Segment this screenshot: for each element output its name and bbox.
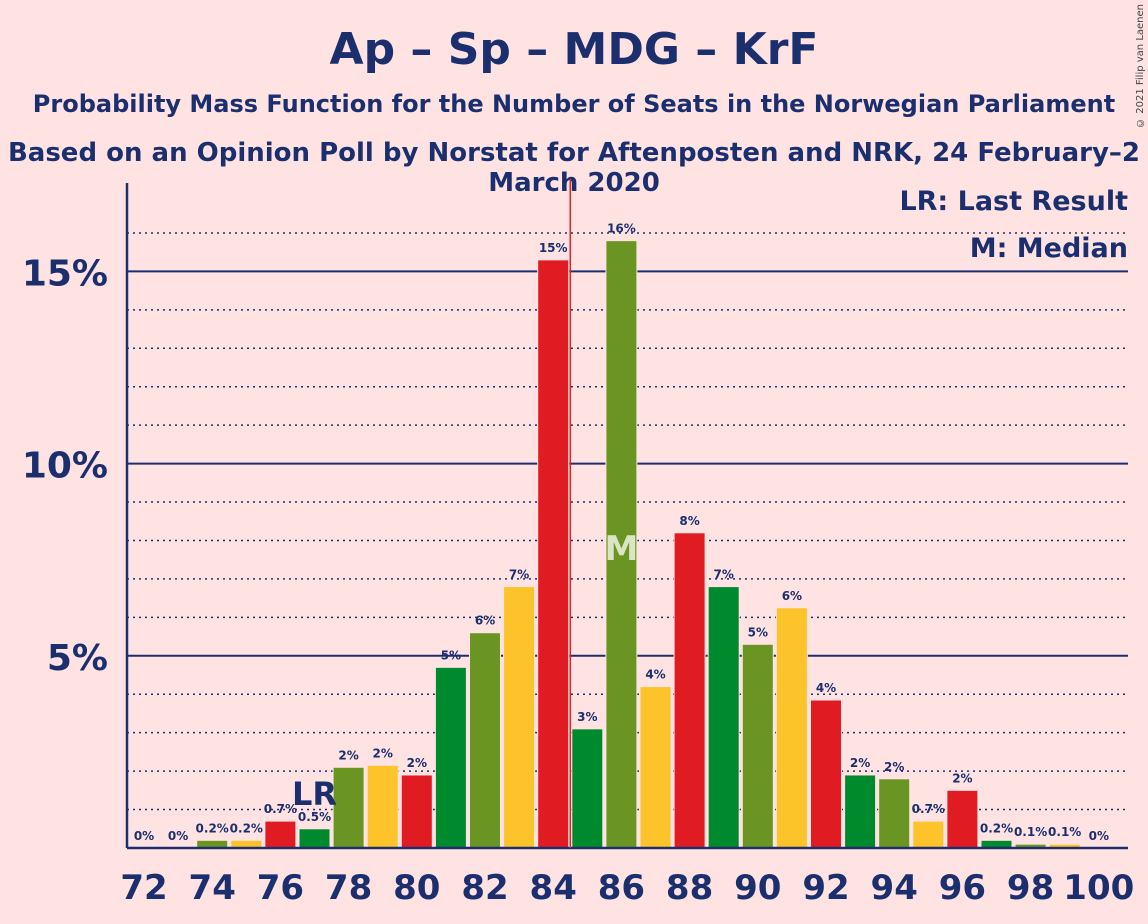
markers: LR M xyxy=(292,179,638,848)
bar-seat-79 xyxy=(366,764,399,849)
x-tick-label: 100 xyxy=(1063,868,1134,908)
bar-label-82: 6% xyxy=(475,614,495,628)
x-tick-label: 80 xyxy=(393,868,440,908)
bar-label-79: 2% xyxy=(373,746,393,760)
bar-label-75: 0.2% xyxy=(230,821,263,835)
y-tick-label: 10% xyxy=(22,446,108,487)
x-tick-label: 72 xyxy=(120,868,167,908)
legend-median: M: Median xyxy=(969,233,1128,264)
x-tick-label: 82 xyxy=(461,868,508,908)
bar-label-80: 2% xyxy=(407,756,427,770)
median-marker: M xyxy=(604,529,638,569)
bar-label-89: 7% xyxy=(714,568,734,582)
bar-label-86: 16% xyxy=(607,222,636,236)
bars xyxy=(196,240,1081,849)
bar-seat-87 xyxy=(639,686,672,849)
bar-label-88: 8% xyxy=(679,514,699,528)
y-tick-label: 5% xyxy=(47,638,108,679)
legend-last-result: LR: Last Result xyxy=(899,186,1128,217)
bar-label-72: 0% xyxy=(134,829,154,843)
bar-seat-82 xyxy=(469,632,501,849)
bar-label-90: 5% xyxy=(748,625,768,639)
x-tick-label: 96 xyxy=(939,868,986,908)
bar-seat-84 xyxy=(537,259,570,849)
bar-label-96: 2% xyxy=(952,771,972,785)
x-tick-label: 86 xyxy=(598,868,645,908)
bar-seat-96 xyxy=(946,789,979,849)
x-tick-label: 76 xyxy=(257,868,304,908)
bar-label-74: 0.2% xyxy=(196,821,229,835)
last-result-marker: LR xyxy=(292,775,337,813)
bar-label-84: 15% xyxy=(539,241,568,255)
axes: 72 74 76 78 80 82 84 86 88 90 92 94 96 98 100 xyxy=(120,183,1134,908)
x-tick-label: 84 xyxy=(530,868,577,908)
x-tick-label: 90 xyxy=(734,868,781,908)
bar-seat-88 xyxy=(673,532,706,849)
bar-seat-76 xyxy=(264,820,297,849)
bar-seat-86 xyxy=(605,240,638,849)
bar-seat-81 xyxy=(434,666,467,849)
bar-seat-91 xyxy=(775,607,808,849)
x-tick-label: 78 xyxy=(325,868,372,908)
bar-label-92: 4% xyxy=(816,681,836,695)
bar-label-87: 4% xyxy=(645,668,665,682)
y-tick-label: 15% xyxy=(22,253,108,294)
bar-seat-85 xyxy=(571,728,604,849)
x-tick-label: 74 xyxy=(189,868,236,908)
gridlines: 5% 10% 15% xyxy=(22,232,1128,811)
bar-seat-95 xyxy=(912,820,945,849)
chart-subtitle: Probability Mass Function for the Number… xyxy=(32,90,1116,118)
bar-label-78: 2% xyxy=(338,748,358,762)
chart-subtitle-poll: Based on an Opinion Poll by Norstat for … xyxy=(7,138,1141,198)
bar-label-99: 0.1% xyxy=(1048,825,1081,839)
bar-seat-89 xyxy=(707,586,740,849)
bar-seat-94 xyxy=(878,778,911,849)
x-tick-label: 92 xyxy=(802,868,849,908)
bar-label-73: 0% xyxy=(168,829,188,843)
x-tick-label: 88 xyxy=(666,868,713,908)
bar-label-85: 3% xyxy=(577,710,597,724)
x-tick-label: 98 xyxy=(1007,868,1054,908)
bar-label-77: 0.5% xyxy=(298,810,331,824)
bar-label-94: 2% xyxy=(884,760,904,774)
bar-label-81: 5% xyxy=(441,648,461,662)
bar-label-93: 2% xyxy=(850,756,870,770)
bar-label-100: 0% xyxy=(1089,829,1109,843)
bar-label-91: 6% xyxy=(782,589,802,603)
bar-label-76: 0.7% xyxy=(264,802,297,816)
bar-seat-90 xyxy=(741,643,774,849)
bar-seat-77 xyxy=(298,828,331,849)
chart-title: Ap – Sp – MDG – KrF xyxy=(329,24,819,75)
bar-labels: 0% 0%0.2% 0.2%0.7%0.5%2% 2%2%5%6%7%15%3%16%… xyxy=(134,222,1109,843)
bar-seat-92 xyxy=(810,699,842,849)
bar-label-83: 7% xyxy=(509,568,529,582)
bar-label-97: 0.2% xyxy=(980,821,1013,835)
bar-label-98: 0.1% xyxy=(1014,825,1047,839)
bar-seat-80 xyxy=(400,774,433,849)
bar-seat-83 xyxy=(503,586,536,849)
bar-seat-78 xyxy=(332,766,365,849)
bar-seat-93 xyxy=(844,774,877,849)
bar-label-95: 0.7% xyxy=(912,802,945,816)
x-tick-label: 94 xyxy=(871,868,918,908)
